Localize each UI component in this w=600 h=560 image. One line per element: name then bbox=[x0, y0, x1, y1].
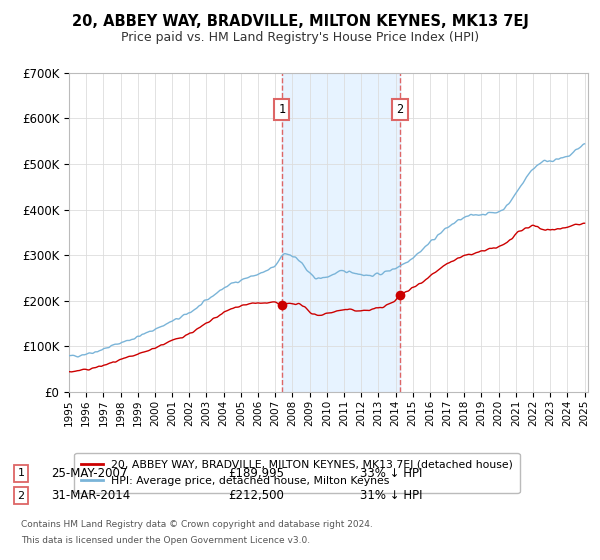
Text: 20, ABBEY WAY, BRADVILLE, MILTON KEYNES, MK13 7EJ: 20, ABBEY WAY, BRADVILLE, MILTON KEYNES,… bbox=[71, 14, 529, 29]
Bar bbox=[282, 73, 400, 392]
Text: Price paid vs. HM Land Registry's House Price Index (HPI): Price paid vs. HM Land Registry's House … bbox=[121, 31, 479, 44]
Text: 1: 1 bbox=[278, 103, 286, 116]
Text: Contains HM Land Registry data © Crown copyright and database right 2024.: Contains HM Land Registry data © Crown c… bbox=[21, 520, 373, 529]
Text: £189,995: £189,995 bbox=[228, 466, 284, 480]
Legend: 20, ABBEY WAY, BRADVILLE, MILTON KEYNES, MK13 7EJ (detached house), HPI: Average: 20, ABBEY WAY, BRADVILLE, MILTON KEYNES,… bbox=[74, 453, 520, 493]
Text: £212,500: £212,500 bbox=[228, 489, 284, 502]
Text: 2: 2 bbox=[17, 491, 25, 501]
Text: 31% ↓ HPI: 31% ↓ HPI bbox=[360, 489, 422, 502]
Text: 25-MAY-2007: 25-MAY-2007 bbox=[51, 466, 127, 480]
Text: This data is licensed under the Open Government Licence v3.0.: This data is licensed under the Open Gov… bbox=[21, 536, 310, 545]
Text: 1: 1 bbox=[17, 468, 25, 478]
Text: 2: 2 bbox=[396, 103, 403, 116]
Text: 31-MAR-2014: 31-MAR-2014 bbox=[51, 489, 130, 502]
Text: 33% ↓ HPI: 33% ↓ HPI bbox=[360, 466, 422, 480]
